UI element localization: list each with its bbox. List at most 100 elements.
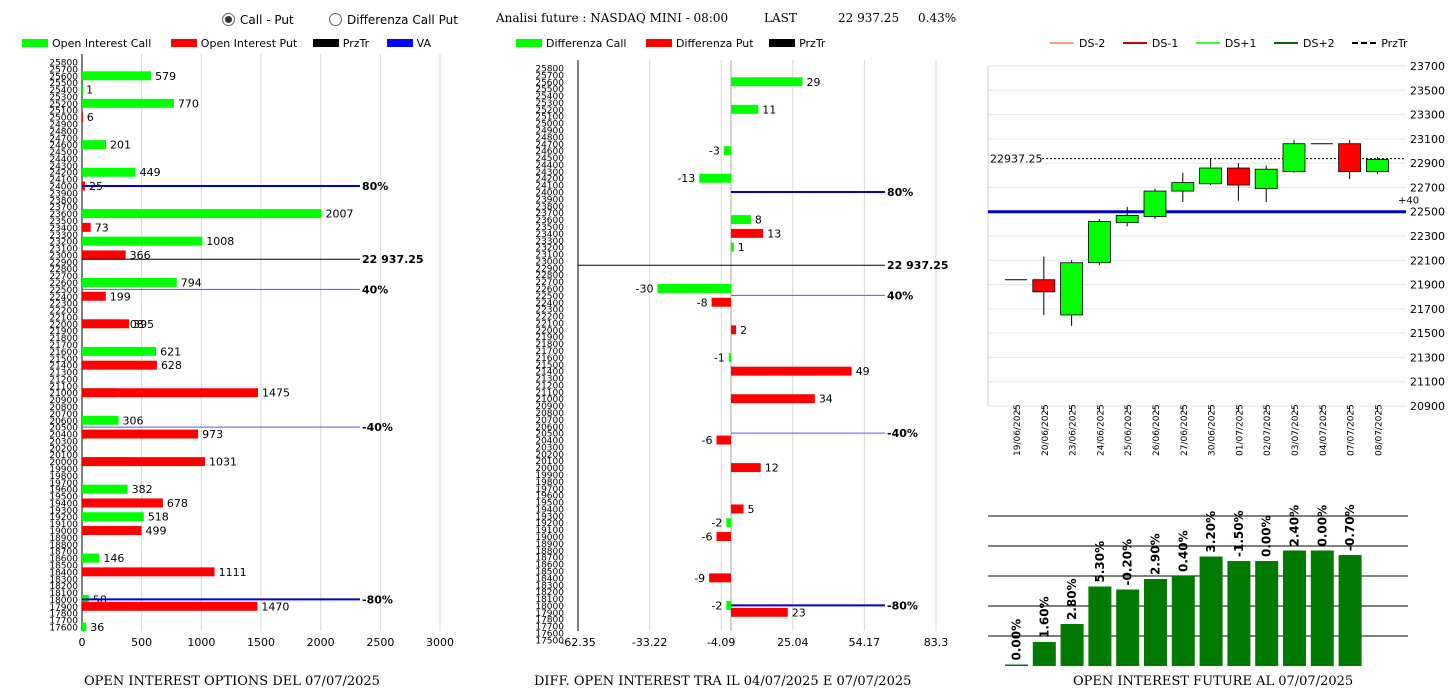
strike-label: 22400 <box>535 299 564 309</box>
y-tick-label: 21500 <box>1410 327 1445 340</box>
strike-label: 24200 <box>49 169 78 179</box>
va-level-label: -40% <box>362 421 393 434</box>
y-tick-label: 21700 <box>1410 303 1445 316</box>
y-tick-label: 20900 <box>1410 400 1445 413</box>
strike-label: 21400 <box>535 368 564 378</box>
call-bar <box>699 173 731 183</box>
oi-bar <box>1088 586 1112 666</box>
strike-label: 18900 <box>49 534 78 544</box>
strike-label: 24100 <box>535 182 564 192</box>
strike-label: 21500 <box>535 361 564 371</box>
put-bar <box>731 607 788 617</box>
put-value-label: 1470 <box>261 600 289 613</box>
call-value-label: 36 <box>90 621 104 634</box>
strike-label: 18400 <box>49 568 78 578</box>
call-value-label: 449 <box>140 166 161 179</box>
legend-diff-put-item: Differenza Put <box>645 37 754 50</box>
strike-label: 19300 <box>535 512 564 522</box>
strike-label: 24900 <box>49 121 78 131</box>
put-bar <box>731 394 815 404</box>
call-value-label: 621 <box>160 345 181 358</box>
strike-label: 22100 <box>49 313 78 323</box>
strike-label: 18700 <box>535 554 564 564</box>
strike-label: 18700 <box>49 548 78 558</box>
date-label: 26/06/2025 <box>1152 404 1162 456</box>
put-bar <box>82 222 91 232</box>
put-bar <box>82 498 163 508</box>
strike-label: 23200 <box>535 244 564 254</box>
put-bar <box>731 463 761 473</box>
call-value-label: -3 <box>709 145 720 158</box>
candle-body <box>1199 167 1222 185</box>
last-label: LAST <box>764 11 797 25</box>
legend-ds-p2-item: DS+2 <box>1274 37 1335 50</box>
date-label: 30/06/2025 <box>1208 404 1218 456</box>
strike-label: 22800 <box>535 271 564 281</box>
call-bar <box>82 484 128 494</box>
strike-label: 23500 <box>535 223 564 233</box>
price-line-label: 22937.25 <box>990 153 1043 166</box>
blue-level-label: +40 <box>1398 196 1419 207</box>
strike-label: 25400 <box>535 92 564 102</box>
candle-body <box>1282 143 1306 173</box>
strike-label: 20900 <box>49 396 78 406</box>
strike-label: 23600 <box>49 210 78 220</box>
strike-label: 18300 <box>535 581 564 591</box>
price-line-label: 22 937.25 <box>887 259 949 272</box>
strike-label: 24700 <box>535 140 564 150</box>
call-value-label: 2007 <box>326 208 354 221</box>
strike-label: 24100 <box>49 176 78 186</box>
strike-label: 22200 <box>535 313 564 323</box>
va-level-label: -80% <box>362 593 393 606</box>
date-label: 01/07/2025 <box>1235 404 1245 456</box>
strike-label: 19700 <box>49 479 78 489</box>
oi-bar-label: 0.00% <box>1010 619 1024 661</box>
put-bar <box>82 567 215 577</box>
strike-label: 23400 <box>49 224 78 234</box>
x-tick-label: 3000 <box>426 636 454 649</box>
call-value-label: 1 <box>86 84 93 97</box>
strike-label: 21100 <box>49 382 78 392</box>
legend-prztr-item: PrzTr <box>312 37 369 50</box>
strike-label: 25800 <box>535 65 564 75</box>
oi-bar-label: 5.30% <box>1093 541 1107 583</box>
put-value-label: 6 <box>87 111 94 124</box>
call-bar <box>731 215 751 225</box>
call-bar <box>82 553 100 563</box>
strike-label: 22800 <box>49 265 78 275</box>
strike-label: 23100 <box>535 251 564 261</box>
strike-label: 22600 <box>49 279 78 289</box>
strike-label: 23800 <box>535 202 564 212</box>
strike-label: 20700 <box>535 416 564 426</box>
strike-label: 21400 <box>49 362 78 372</box>
last-value: 22 937.25 <box>838 11 900 25</box>
strike-label: 25200 <box>535 106 564 116</box>
date-label: 02/07/2025 <box>1263 404 1273 456</box>
candle-body <box>1115 214 1139 224</box>
strike-label: 24000 <box>535 189 564 199</box>
put-bar <box>731 325 737 335</box>
strike-label: 25500 <box>49 79 78 89</box>
oi-bar-label: -1.50% <box>1232 510 1246 557</box>
put-value-label: 973 <box>202 428 223 441</box>
strike-label: 24500 <box>49 148 78 158</box>
strike-label: 19500 <box>535 499 564 509</box>
radio-differenza[interactable]: Differenza Call Put <box>329 13 458 27</box>
strike-label: 24600 <box>535 147 564 157</box>
y-tick-label: 23300 <box>1410 109 1445 122</box>
radio-call-put[interactable]: Call - Put <box>222 13 294 27</box>
put-bar <box>82 457 206 467</box>
put-value-label: 13 <box>767 227 781 240</box>
put-bar <box>711 297 731 307</box>
strike-label: 24500 <box>535 154 564 164</box>
put-value-label: 2 <box>740 324 747 337</box>
strike-label: 23900 <box>49 189 78 199</box>
put-value-label: 73 <box>95 221 109 234</box>
strike-label: 19700 <box>535 485 564 495</box>
y-tick-label: 22100 <box>1410 254 1445 267</box>
put-bar <box>82 250 126 260</box>
